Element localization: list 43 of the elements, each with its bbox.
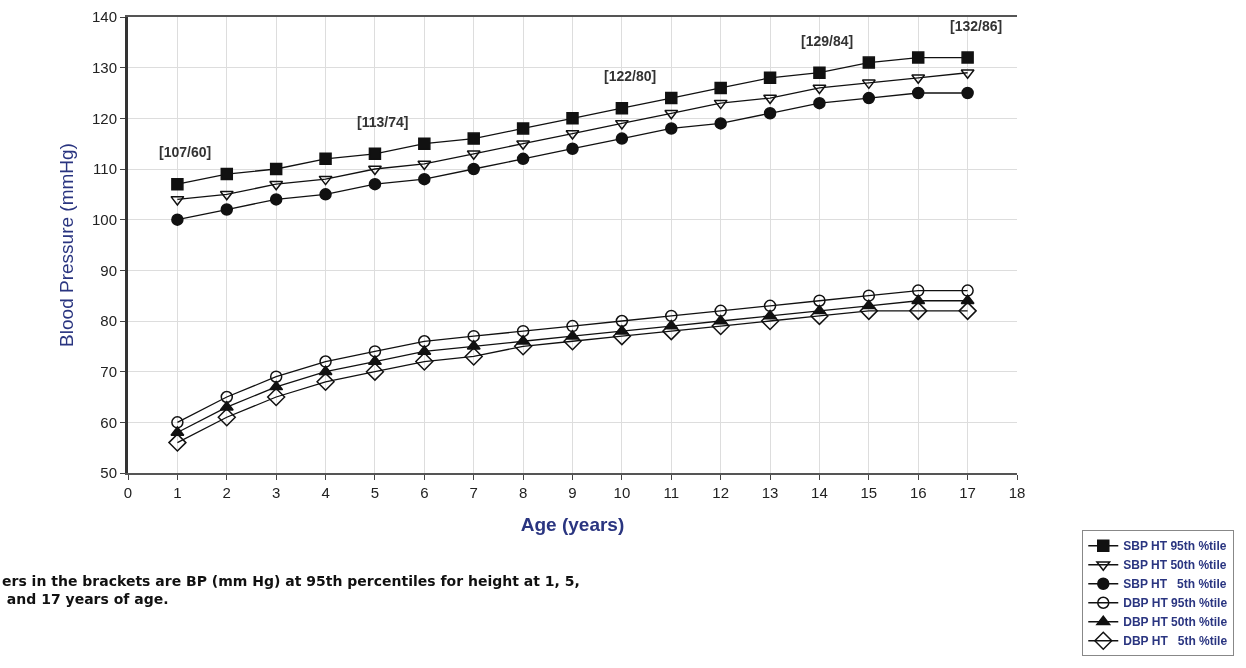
x-tick-label: 13 bbox=[761, 484, 779, 501]
y-tick-label: 110 bbox=[93, 160, 117, 178]
legend-label: DBP HT 95th %tile bbox=[1123, 596, 1228, 611]
annotation: [129/84] bbox=[801, 33, 854, 49]
legend-label: SBP HT 50th %tile bbox=[1123, 558, 1227, 573]
x-tick-label: 11 bbox=[663, 484, 680, 501]
legend-label: SBP HT 95th %tile bbox=[1123, 539, 1227, 554]
x-tick-label: 1 bbox=[173, 484, 182, 501]
x-tick-label: 0 bbox=[123, 484, 133, 501]
y-tick-label: 60 bbox=[100, 413, 117, 431]
x-tick-label: 8 bbox=[518, 484, 528, 501]
x-tick-label: 10 bbox=[613, 484, 631, 501]
x-tick-label: 3 bbox=[272, 484, 281, 501]
annotation: [122/80] bbox=[604, 68, 657, 84]
y-tick-label: 130 bbox=[91, 58, 117, 76]
x-tick-label: 17 bbox=[959, 484, 976, 501]
y-tick-label: 90 bbox=[100, 261, 117, 279]
x-tick-label: 6 bbox=[420, 484, 429, 501]
annotation: [132/86] bbox=[950, 18, 1003, 34]
x-tick-label: 9 bbox=[568, 484, 577, 501]
x-tick-label: 2 bbox=[222, 484, 231, 501]
x-tick-label: 5 bbox=[370, 484, 380, 501]
x-axis-title: Age (years) bbox=[520, 514, 625, 536]
y-tick-label: 140 bbox=[91, 8, 117, 26]
y-tick-label: 80 bbox=[100, 312, 117, 330]
x-tick-label: 12 bbox=[712, 484, 730, 501]
x-tick-label: 15 bbox=[860, 484, 878, 501]
y-tick-label: 70 bbox=[100, 362, 117, 380]
y-axis-title: Blood Pressure (mmHg) bbox=[55, 143, 77, 347]
x-tick-label: 14 bbox=[811, 484, 828, 501]
annotation: [107/60] bbox=[159, 144, 212, 160]
legend-label: SBP HT 5th %tile bbox=[1123, 577, 1227, 592]
legend-label: DBP HT 5th %tile bbox=[1123, 634, 1228, 649]
y-tick-label: 120 bbox=[91, 109, 117, 127]
y-tick-label: 50 bbox=[100, 464, 117, 482]
x-tick-label: 4 bbox=[321, 484, 330, 501]
annotation: [113/74] bbox=[357, 114, 409, 130]
legend-label: DBP HT 50th %tile bbox=[1123, 615, 1228, 630]
x-tick-label: 16 bbox=[909, 484, 927, 501]
y-tick-label: 100 bbox=[91, 210, 117, 228]
x-tick-label: 7 bbox=[469, 484, 478, 501]
x-tick-label: 18 bbox=[1008, 484, 1026, 501]
text: ers in the brackets are BP (mm Hg) at 95th percentiles for height at 1, 5, and 17 years of age. bbox=[2, 573, 580, 608]
